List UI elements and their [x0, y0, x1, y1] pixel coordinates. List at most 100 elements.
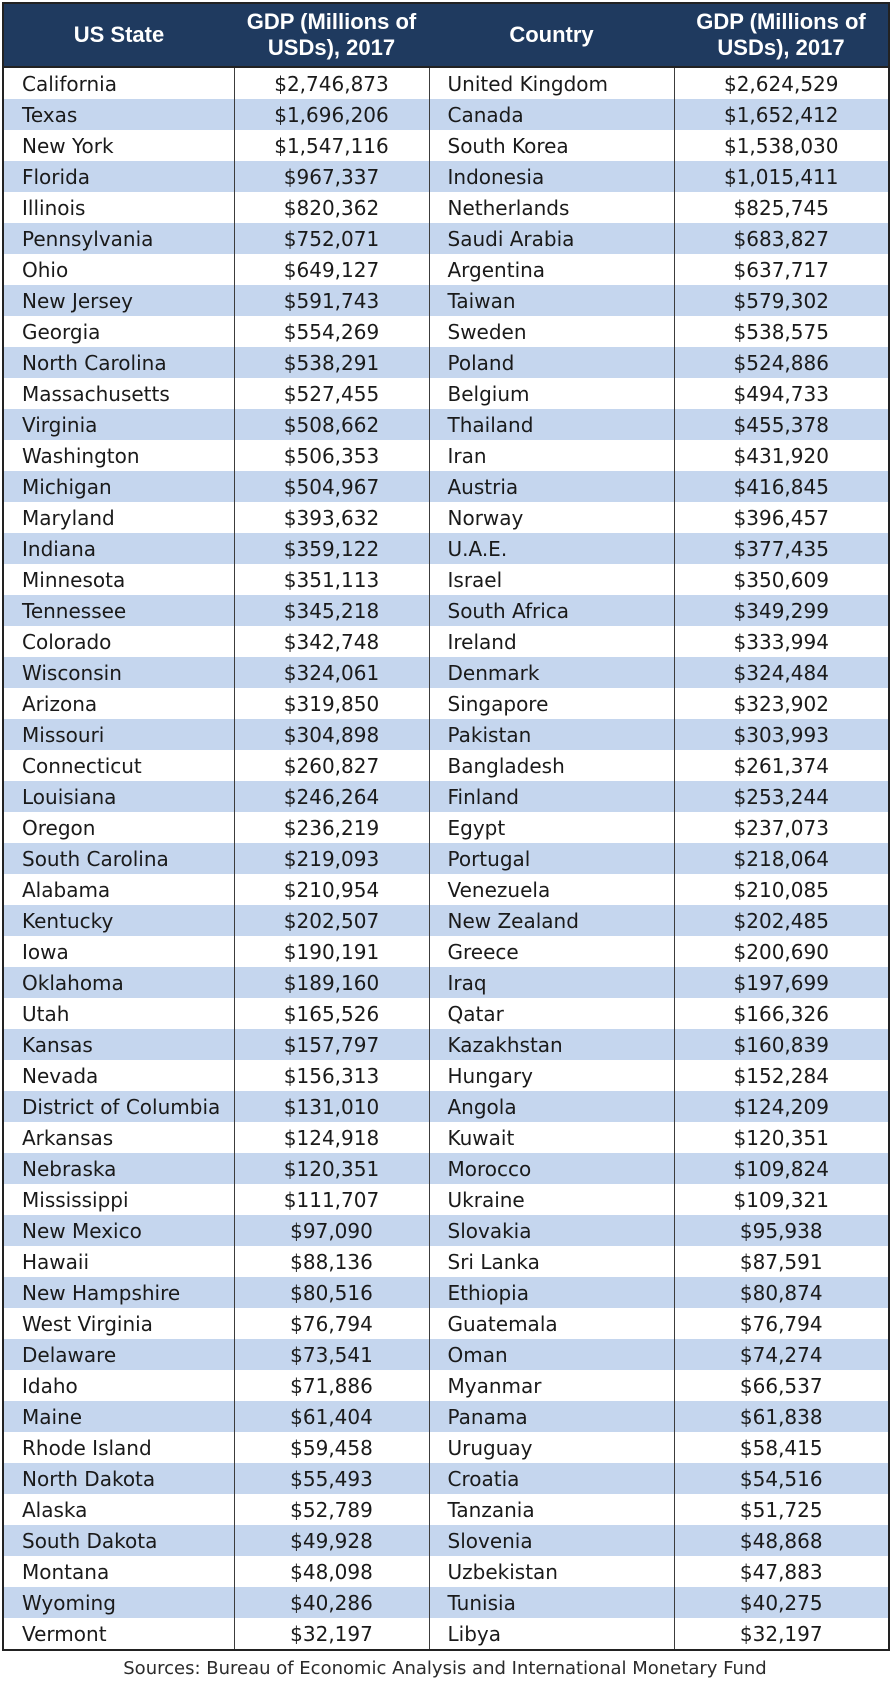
- state-name-cell: Maryland: [3, 502, 235, 533]
- table-row: Kentucky $202,507 New Zealand $202,485: [3, 905, 889, 936]
- table-row: South Dakota $49,928 Slovenia $48,868: [3, 1525, 889, 1556]
- country-gdp-cell: $202,485: [674, 905, 889, 936]
- country-name-cell: Portugal: [429, 843, 675, 874]
- table-row: Indiana $359,122 U.A.E. $377,435: [3, 533, 889, 564]
- country-name-cell: Qatar: [429, 998, 675, 1029]
- header-row: US State GDP (Millions of USDs), 2017 Co…: [3, 3, 889, 68]
- table-row: Wisconsin $324,061 Denmark $324,484: [3, 657, 889, 688]
- country-gdp-cell: $350,609: [674, 564, 889, 595]
- state-gdp-cell: $820,362: [234, 192, 430, 223]
- country-name-cell: Thailand: [429, 409, 675, 440]
- state-name-cell: Rhode Island: [3, 1432, 235, 1463]
- table-row: Idaho $71,886 Myanmar $66,537: [3, 1370, 889, 1401]
- table-row: Alabama $210,954 Venezuela $210,085: [3, 874, 889, 905]
- state-name-cell: Delaware: [3, 1339, 235, 1370]
- country-gdp-cell: $349,299: [674, 595, 889, 626]
- state-gdp-cell: $236,219: [234, 812, 430, 843]
- country-gdp-cell: $54,516: [674, 1463, 889, 1494]
- state-name-cell: New York: [3, 130, 235, 161]
- table-row: Alaska $52,789 Tanzania $51,725: [3, 1494, 889, 1525]
- country-gdp-cell: $58,415: [674, 1432, 889, 1463]
- country-name-cell: Norway: [429, 502, 675, 533]
- table-row: Rhode Island $59,458 Uruguay $58,415: [3, 1432, 889, 1463]
- country-gdp-cell: $87,591: [674, 1246, 889, 1277]
- state-gdp-cell: $304,898: [234, 719, 430, 750]
- table-row: Pennsylvania $752,071 Saudi Arabia $683,827: [3, 223, 889, 254]
- state-name-cell: Wisconsin: [3, 657, 235, 688]
- state-gdp-cell: $88,136: [234, 1246, 430, 1277]
- table-row: California $2,746,873 United Kingdom $2,624…: [3, 67, 889, 99]
- table-header: US State GDP (Millions of USDs), 2017 Co…: [3, 3, 889, 68]
- state-gdp-cell: $40,286: [234, 1587, 430, 1618]
- state-name-cell: Pennsylvania: [3, 223, 235, 254]
- table-row: Louisiana $246,264 Finland $253,244: [3, 781, 889, 812]
- state-gdp-cell: $120,351: [234, 1153, 430, 1184]
- country-gdp-cell: $80,874: [674, 1277, 889, 1308]
- state-name-cell: District of Columbia: [3, 1091, 235, 1122]
- country-gdp-cell: $109,824: [674, 1153, 889, 1184]
- table-row: New Hampshire $80,516 Ethiopia $80,874: [3, 1277, 889, 1308]
- table-row: Missouri $304,898 Pakistan $303,993: [3, 719, 889, 750]
- country-gdp-cell: $377,435: [674, 533, 889, 564]
- country-gdp-cell: $579,302: [674, 285, 889, 316]
- table-row: West Virginia $76,794 Guatemala $76,794: [3, 1308, 889, 1339]
- country-gdp-cell: $455,378: [674, 409, 889, 440]
- country-name-cell: Morocco: [429, 1153, 675, 1184]
- country-name-cell: Angola: [429, 1091, 675, 1122]
- state-name-cell: Hawaii: [3, 1246, 235, 1277]
- state-gdp-cell: $508,662: [234, 409, 430, 440]
- country-name-cell: Ireland: [429, 626, 675, 657]
- state-gdp-cell: $49,928: [234, 1525, 430, 1556]
- country-gdp-cell: $197,699: [674, 967, 889, 998]
- country-name-cell: Myanmar: [429, 1370, 675, 1401]
- table-row: Oregon $236,219 Egypt $237,073: [3, 812, 889, 843]
- country-gdp-cell: $124,209: [674, 1091, 889, 1122]
- country-name-cell: Poland: [429, 347, 675, 378]
- header-country-gdp: GDP (Millions of USDs), 2017: [674, 3, 889, 68]
- state-gdp-cell: $59,458: [234, 1432, 430, 1463]
- state-name-cell: Colorado: [3, 626, 235, 657]
- state-gdp-cell: $554,269: [234, 316, 430, 347]
- state-gdp-cell: $591,743: [234, 285, 430, 316]
- country-name-cell: Ukraine: [429, 1184, 675, 1215]
- country-name-cell: South Africa: [429, 595, 675, 626]
- table-row: South Carolina $219,093 Portugal $218,064: [3, 843, 889, 874]
- state-name-cell: Kansas: [3, 1029, 235, 1060]
- state-gdp-cell: $538,291: [234, 347, 430, 378]
- state-gdp-cell: $1,696,206: [234, 99, 430, 130]
- country-gdp-cell: $683,827: [674, 223, 889, 254]
- country-gdp-cell: $200,690: [674, 936, 889, 967]
- country-name-cell: Greece: [429, 936, 675, 967]
- country-name-cell: Taiwan: [429, 285, 675, 316]
- country-name-cell: Kazakhstan: [429, 1029, 675, 1060]
- country-gdp-cell: $51,725: [674, 1494, 889, 1525]
- table-row: North Dakota $55,493 Croatia $54,516: [3, 1463, 889, 1494]
- country-name-cell: Netherlands: [429, 192, 675, 223]
- table-row: New Jersey $591,743 Taiwan $579,302: [3, 285, 889, 316]
- state-name-cell: South Dakota: [3, 1525, 235, 1556]
- state-name-cell: Louisiana: [3, 781, 235, 812]
- country-gdp-cell: $166,326: [674, 998, 889, 1029]
- country-name-cell: Uruguay: [429, 1432, 675, 1463]
- country-gdp-cell: $61,838: [674, 1401, 889, 1432]
- country-name-cell: United Kingdom: [429, 67, 675, 99]
- state-name-cell: Georgia: [3, 316, 235, 347]
- country-name-cell: Croatia: [429, 1463, 675, 1494]
- state-name-cell: Washington: [3, 440, 235, 471]
- country-gdp-cell: $416,845: [674, 471, 889, 502]
- table-row: Arkansas $124,918 Kuwait $120,351: [3, 1122, 889, 1153]
- country-gdp-cell: $323,902: [674, 688, 889, 719]
- table-row: Florida $967,337 Indonesia $1,015,411: [3, 161, 889, 192]
- state-name-cell: North Dakota: [3, 1463, 235, 1494]
- state-name-cell: Ohio: [3, 254, 235, 285]
- table-row: Maryland $393,632 Norway $396,457: [3, 502, 889, 533]
- state-name-cell: West Virginia: [3, 1308, 235, 1339]
- country-name-cell: Ethiopia: [429, 1277, 675, 1308]
- state-gdp-cell: $156,313: [234, 1060, 430, 1091]
- state-name-cell: Vermont: [3, 1618, 235, 1650]
- state-name-cell: Nebraska: [3, 1153, 235, 1184]
- country-gdp-cell: $825,745: [674, 192, 889, 223]
- state-name-cell: Massachusetts: [3, 378, 235, 409]
- country-name-cell: Slovakia: [429, 1215, 675, 1246]
- country-gdp-cell: $95,938: [674, 1215, 889, 1246]
